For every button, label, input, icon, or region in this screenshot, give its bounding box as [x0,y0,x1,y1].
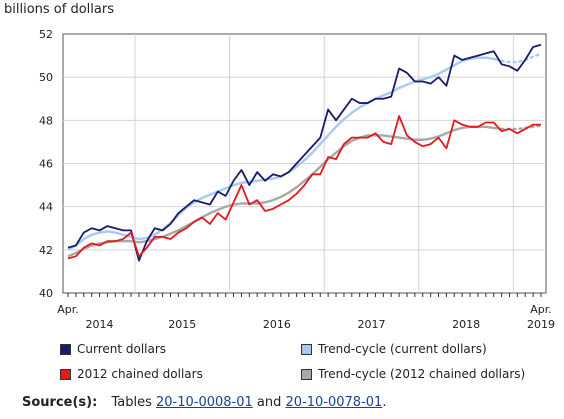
legend-chained-label: 2012 chained dollars [77,367,203,381]
series-line-trend_current-provisional [500,52,543,64]
series-line-trend_current [67,56,502,251]
x-month-label-1: Apr. [530,303,552,316]
legend-trend-chained-label: Trend-cycle (2012 chained dollars) [318,367,526,381]
y-tick-label-48: 48 [39,114,53,127]
line-chart: 40 42 44 46 48 50 52 Apr. Apr. 2014 2015 2016 2017 2… [39,28,555,331]
y-tick-label-46: 46 [39,158,53,171]
x-year-label-2014: 2014 [86,318,114,331]
x-year-label-2018: 2018 [452,318,480,331]
grid-lines [62,33,547,294]
y-tick-label-42: 42 [39,244,53,257]
x-year-label-2015: 2015 [168,318,196,331]
x-year-label-2017: 2017 [358,318,386,331]
legend-current-label: Current dollars [77,342,167,356]
swatch-trend-chained [301,368,312,380]
y-tick-label-52: 52 [39,28,53,41]
y-tick-label-50: 50 [39,71,53,84]
source-and: and [256,395,282,410]
series-line-chained [67,115,541,260]
x-axis: Apr. Apr. 2014 2015 2016 2017 2018 2019 [57,293,555,331]
source-note: Source(s): Tables 20-10-0008-01 and 20-1… [22,395,386,410]
table-link-2[interactable]: 20-10-0078-01 [285,395,383,410]
y-axis-ticks: 40 42 44 46 48 50 52 [39,28,53,300]
y-tick-label-44: 44 [39,201,53,214]
table-link-1[interactable]: 20-10-0008-01 [155,395,253,410]
series-lines [67,43,543,262]
series-line-current [67,43,542,262]
x-year-label-2016: 2016 [263,318,291,331]
legend-trend-current-label: Trend-cycle (current dollars) [318,342,487,356]
y-tick-label-40: 40 [39,287,53,300]
legend-chained: 2012 chained dollars [60,367,203,381]
source-end: . [382,395,387,410]
x-year-label-2019: 2019 [527,318,555,331]
source-prefix: Tables [111,395,152,410]
swatch-trend-current [301,343,312,355]
x-month-label-0: Apr. [57,303,79,316]
series-line-trend_chained-provisional [500,124,543,131]
y-axis-unit-label: billions of dollars [4,2,114,17]
source-label: Source(s): [22,395,98,410]
swatch-current [60,343,71,355]
swatch-chained [60,368,71,380]
legend-current: Current dollars [60,342,166,356]
legend-trend-current: Trend-cycle (current dollars) [301,342,487,356]
legend-trend-chained: Trend-cycle (2012 chained dollars) [301,367,525,381]
series-line-trend_chained [67,125,502,258]
